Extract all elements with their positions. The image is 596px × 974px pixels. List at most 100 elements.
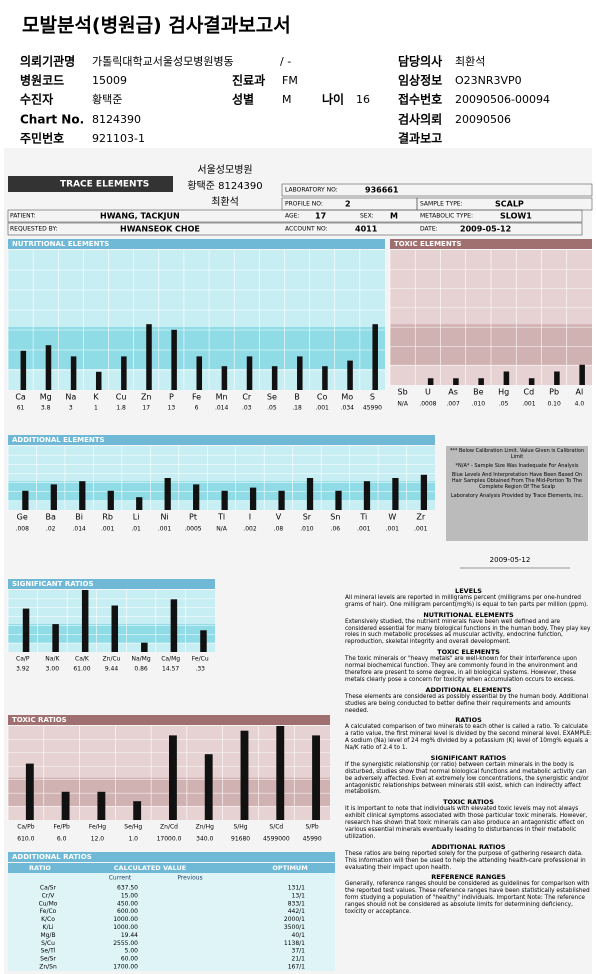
info-value: 936661 xyxy=(365,186,399,195)
note: *** Below Calibration Limit. Value Given… xyxy=(449,448,585,460)
info-value: 17 xyxy=(315,212,326,221)
element-label: I xyxy=(249,513,251,522)
element-value: 1 xyxy=(94,405,98,412)
element-label: Zn/Hg xyxy=(196,824,214,831)
info-label: LABORATORY NO: xyxy=(285,187,338,194)
text-heading: ADDITIONAL RATIOS xyxy=(431,842,506,851)
bar xyxy=(107,490,114,510)
ward: / - xyxy=(280,55,291,68)
bar xyxy=(196,356,203,390)
element-value: .034 xyxy=(341,405,355,412)
info-label: REQUESTED BY: xyxy=(10,226,57,233)
ratio-name: Mg/B xyxy=(40,932,55,939)
element-label: Ca/P xyxy=(16,656,30,663)
bar xyxy=(164,478,171,510)
text-body: The toxic minerals or "heavy metals" are… xyxy=(345,656,578,683)
element-value: 6 xyxy=(195,405,199,412)
element-label: B xyxy=(294,393,300,402)
element-label: Se/Hg xyxy=(124,824,142,831)
bar xyxy=(297,356,303,390)
element-label: Zr xyxy=(416,513,425,522)
text-body: These elements are considered as possibl… xyxy=(345,693,589,714)
note: *N/A* - Sample Size Was Inadequate For A… xyxy=(455,463,579,469)
stamp: 서울성모병원 xyxy=(197,164,252,176)
element-value: 61 xyxy=(17,405,25,412)
ratio-optimum: 1138/1 xyxy=(284,940,305,947)
field-value: 가톨릭대학교서울성모병원병동 xyxy=(92,55,234,68)
section-header xyxy=(8,579,215,589)
info-value: M xyxy=(390,212,398,221)
element-value: .06 xyxy=(331,526,341,533)
element-value: .08 xyxy=(274,526,284,533)
bar xyxy=(22,490,29,510)
text-heading: REFERENCE RANGES xyxy=(431,873,506,882)
field-value: O23NR3VP0 xyxy=(455,74,522,87)
ratio-value: 19.44 xyxy=(121,932,138,939)
element-value: .001 xyxy=(158,526,172,533)
logo: TRACE ELEMENTS xyxy=(60,180,149,190)
element-value: .0005 xyxy=(184,526,201,533)
element-label: Zn/Cu xyxy=(103,656,121,663)
field-label: 접수번호 xyxy=(398,92,442,107)
note: Blue Levels And Interpretation Have Been… xyxy=(451,472,583,490)
element-label: Ni xyxy=(160,513,168,522)
element-value: 17000.0 xyxy=(157,836,182,843)
field-label: Chart No. xyxy=(20,113,84,127)
ratio-value: 60.00 xyxy=(121,956,138,963)
element-label: Rb xyxy=(102,513,113,522)
field-value: 20090506-00094 xyxy=(455,93,550,106)
text-body: All mineral levels are reported in milli… xyxy=(345,594,589,608)
bar xyxy=(141,642,148,652)
field-label: 검사의뢰 xyxy=(398,112,442,127)
bar xyxy=(335,490,342,510)
bar xyxy=(95,371,102,390)
ratio-optimum: 131/1 xyxy=(288,885,305,892)
element-value: .02 xyxy=(46,526,56,533)
info-value: 2009-05-12 xyxy=(460,225,511,234)
info-label: ACCOUNT NO: xyxy=(285,226,328,233)
bar xyxy=(170,599,178,652)
ratio-optimum: 37/1 xyxy=(292,948,306,955)
bar xyxy=(81,590,89,652)
element-label: W xyxy=(388,513,396,522)
element-value: .18 xyxy=(292,405,302,412)
section-title: NUTRITIONAL ELEMENTS xyxy=(12,240,109,248)
bar xyxy=(146,324,152,390)
text-body: These ratios are being reported solely f… xyxy=(345,850,586,871)
field-value: 20090506 xyxy=(455,113,511,126)
note: Laboratory Analysis Provided by Trace El… xyxy=(450,493,584,499)
section-header xyxy=(8,852,335,862)
bar xyxy=(427,378,434,385)
info-label: DATE: xyxy=(420,226,438,233)
bar xyxy=(171,329,177,390)
element-label: P xyxy=(169,393,174,402)
bar xyxy=(70,356,77,390)
bar xyxy=(133,801,142,820)
bar xyxy=(20,350,27,390)
bar xyxy=(347,360,353,390)
ratio-optimum: 3500/1 xyxy=(284,924,305,931)
element-value: 6.0 xyxy=(57,836,67,843)
element-value: .0008 xyxy=(419,401,436,408)
bar xyxy=(278,490,285,510)
element-label: Mo xyxy=(341,393,353,402)
bar xyxy=(240,730,249,820)
info-value: HWANSEOK CHOE xyxy=(120,225,200,234)
bar xyxy=(121,356,127,390)
element-value: 3.92 xyxy=(16,666,30,673)
element-value: 1.8 xyxy=(116,405,126,412)
info-value: HWANG, TACKJUN xyxy=(100,212,180,221)
element-value: 610.0 xyxy=(17,836,34,843)
element-label: Be xyxy=(473,388,483,397)
text-body: A calculated comparison of two minerals … xyxy=(345,724,592,752)
field-value: 921103-1 xyxy=(92,132,145,145)
info-label: PROFILE NO: xyxy=(285,201,323,208)
info-value: 4011 xyxy=(355,225,378,234)
element-value: 9.44 xyxy=(105,666,119,673)
bar xyxy=(193,484,200,510)
bar xyxy=(392,478,399,510)
info-label: METABOLIC TYPE: xyxy=(420,213,473,220)
info-label: SAMPLE TYPE: xyxy=(420,201,463,208)
field-label: 병원코드 xyxy=(20,73,64,88)
element-label: Co xyxy=(317,393,328,402)
